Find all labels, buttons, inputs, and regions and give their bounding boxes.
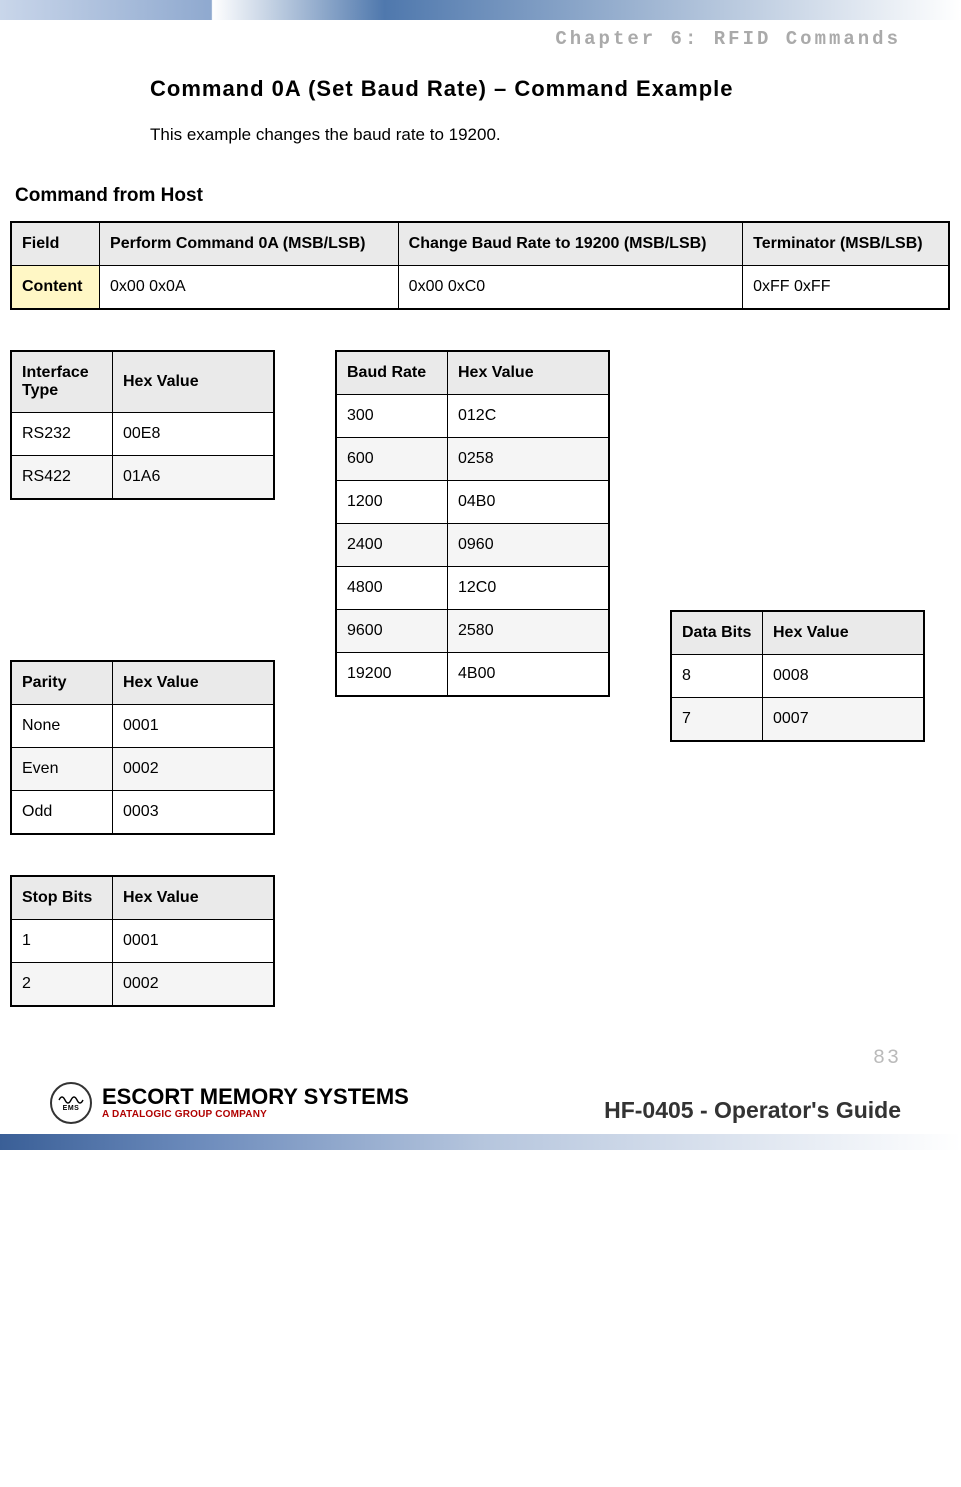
td: 0001 bbox=[113, 919, 275, 962]
td: 2 bbox=[11, 962, 113, 1006]
baud-table: Baud Rate Hex Value 300012C 6000258 1200… bbox=[335, 350, 610, 697]
page-number: 83 bbox=[0, 1007, 961, 1070]
cmd-th: Perform Command 0A (MSB/LSB) bbox=[100, 222, 399, 266]
td: 1 bbox=[11, 919, 113, 962]
ems-label: EMS bbox=[63, 1105, 80, 1112]
th: Stop Bits bbox=[11, 876, 113, 920]
td: 0008 bbox=[763, 654, 925, 697]
top-border bbox=[0, 0, 961, 20]
th: Parity bbox=[11, 661, 113, 705]
td: 12C0 bbox=[448, 566, 610, 609]
td: None bbox=[11, 704, 113, 747]
td: 0960 bbox=[448, 523, 610, 566]
guide-title: HF-0405 - Operator's Guide bbox=[604, 1097, 901, 1124]
logo: EMS ESCORT MEMORY SYSTEMS A DATALOGIC GR… bbox=[50, 1082, 409, 1124]
td: 00E8 bbox=[113, 412, 275, 455]
parity-table: Parity Hex Value None0001 Even0002 Odd00… bbox=[10, 660, 275, 835]
td: 0258 bbox=[448, 437, 610, 480]
td: 0002 bbox=[113, 747, 275, 790]
cmd-rowlabel: Content bbox=[11, 265, 100, 309]
td: 01A6 bbox=[113, 455, 275, 499]
th: Interface Type bbox=[11, 351, 113, 413]
ems-circle-icon: EMS bbox=[50, 1082, 92, 1124]
td: 2400 bbox=[336, 523, 448, 566]
intro-text: This example changes the baud rate to 19… bbox=[150, 125, 921, 145]
td: 0002 bbox=[113, 962, 275, 1006]
td: Odd bbox=[11, 790, 113, 834]
cmd-th: Field bbox=[11, 222, 100, 266]
td: 2580 bbox=[448, 609, 610, 652]
td: RS422 bbox=[11, 455, 113, 499]
interface-table: Interface Type Hex Value RS23200E8 RS422… bbox=[10, 350, 275, 500]
th: Baud Rate bbox=[336, 351, 448, 395]
cmd-cell: 0x00 0x0A bbox=[100, 265, 399, 309]
td: 7 bbox=[671, 697, 763, 741]
td: 04B0 bbox=[448, 480, 610, 523]
section-title: Command 0A (Set Baud Rate) – Command Exa… bbox=[150, 74, 921, 105]
cmd-th: Change Baud Rate to 19200 (MSB/LSB) bbox=[398, 222, 742, 266]
th: Hex Value bbox=[113, 876, 275, 920]
command-table: Field Perform Command 0A (MSB/LSB) Chang… bbox=[10, 221, 950, 310]
td: 600 bbox=[336, 437, 448, 480]
td: Even bbox=[11, 747, 113, 790]
th: Hex Value bbox=[763, 611, 925, 655]
td: 4800 bbox=[336, 566, 448, 609]
th: Hex Value bbox=[113, 661, 275, 705]
td: 19200 bbox=[336, 652, 448, 696]
footer: EMS ESCORT MEMORY SYSTEMS A DATALOGIC GR… bbox=[0, 1070, 961, 1124]
td: 012C bbox=[448, 394, 610, 437]
bottom-border bbox=[0, 1134, 961, 1150]
td: 300 bbox=[336, 394, 448, 437]
logo-main: ESCORT MEMORY SYSTEMS bbox=[102, 1085, 409, 1109]
stopbits-table: Stop Bits Hex Value 10001 20002 bbox=[10, 875, 275, 1007]
td: 0001 bbox=[113, 704, 275, 747]
td: 1200 bbox=[336, 480, 448, 523]
th: Hex Value bbox=[448, 351, 610, 395]
th: Data Bits bbox=[671, 611, 763, 655]
td: 9600 bbox=[336, 609, 448, 652]
cmd-th: Terminator (MSB/LSB) bbox=[743, 222, 949, 266]
cmd-cell: 0x00 0xC0 bbox=[398, 265, 742, 309]
logo-sub: A DATALOGIC GROUP COMPANY bbox=[102, 1109, 409, 1120]
td: 0007 bbox=[763, 697, 925, 741]
td: 0003 bbox=[113, 790, 275, 834]
databits-table: Data Bits Hex Value 80008 70007 bbox=[670, 610, 925, 742]
sub-heading: Command from Host bbox=[15, 185, 921, 207]
td: RS232 bbox=[11, 412, 113, 455]
td: 8 bbox=[671, 654, 763, 697]
chapter-label: Chapter 6: RFID Commands bbox=[0, 20, 961, 74]
th: Hex Value bbox=[113, 351, 275, 413]
td: 4B00 bbox=[448, 652, 610, 696]
cmd-cell: 0xFF 0xFF bbox=[743, 265, 949, 309]
